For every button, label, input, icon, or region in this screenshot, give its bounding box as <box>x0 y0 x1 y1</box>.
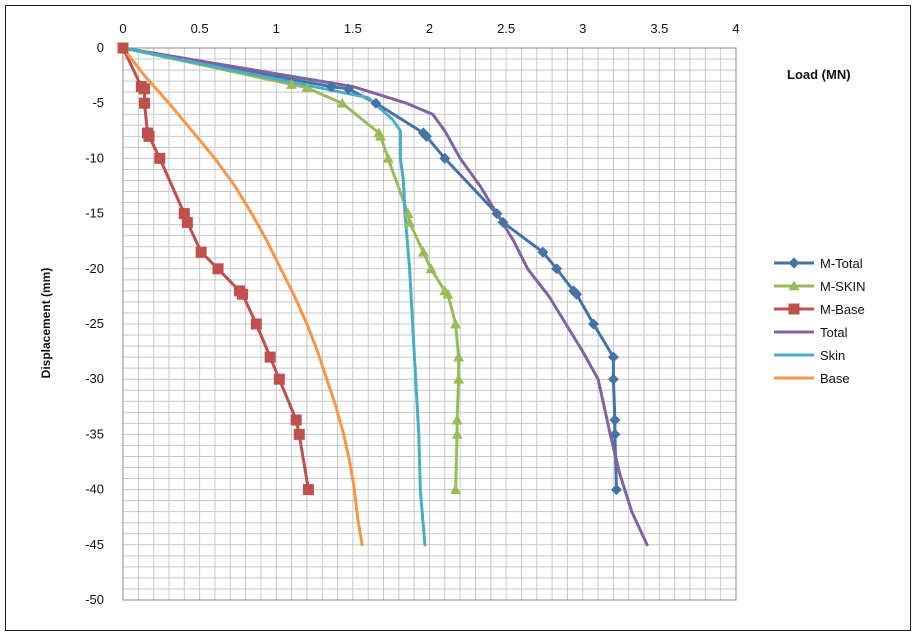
y-axis-title: Displacement (mm) <box>39 268 53 379</box>
m-base-point <box>212 263 224 275</box>
legend-m-total-marker <box>788 257 800 269</box>
x-axis-title: Load (MN) <box>787 67 851 82</box>
y-tick-label: -20 <box>85 261 104 276</box>
legend-skin-label: Skin <box>820 348 845 363</box>
m-base-point <box>154 152 166 164</box>
marker-layer <box>117 42 622 496</box>
m-base-point <box>264 351 276 363</box>
m-skin-point <box>374 130 386 141</box>
y-tick-label: -25 <box>85 316 104 331</box>
x-tick-label: 2 <box>426 21 433 36</box>
m-total-point <box>497 216 509 228</box>
m-base-point <box>293 428 305 440</box>
m-total-point <box>607 351 619 363</box>
legend-m-base-label: M-Base <box>820 302 865 317</box>
m-total-point <box>370 97 382 109</box>
m-skin-point <box>453 351 465 362</box>
m-total-point <box>607 373 619 385</box>
grid-layer <box>122 47 737 601</box>
m-base-point <box>117 42 129 54</box>
m-base-point <box>143 130 155 142</box>
m-base-point <box>181 216 193 228</box>
m-total-point <box>609 428 621 440</box>
skin-line <box>121 46 427 547</box>
m-skin-point <box>402 208 414 218</box>
y-tick-label: -40 <box>85 482 104 497</box>
legend-m-total-label: M-Total <box>820 256 863 271</box>
m-skin-point <box>425 263 437 274</box>
m-base-point <box>138 83 150 95</box>
m-base-point <box>237 288 249 300</box>
tick-layer: 0 0.5 1 1.5 2 2.5 3 3.5 4 0 -5 -10 -15 -20 -25 -30 -35 -4… <box>85 21 739 607</box>
legend-m-skin-label: M-SKIN <box>820 279 866 294</box>
legend: M-Total M-SKIN M-Base Total Skin Base <box>774 256 866 386</box>
m-total-point <box>571 288 583 300</box>
legend-m-base-marker <box>788 303 800 315</box>
m-skin-point <box>450 484 462 494</box>
m-skin-point <box>453 373 465 384</box>
x-tick-label: 0 <box>119 21 126 36</box>
m-skin-point <box>442 288 454 299</box>
y-tick-label: 0 <box>97 40 104 55</box>
m-base-point <box>250 318 262 330</box>
m-skin-point <box>451 428 463 439</box>
m-skin-point <box>417 246 429 257</box>
m-skin-point <box>382 152 394 163</box>
m-base-point <box>290 414 302 426</box>
m-skin-point <box>286 78 298 89</box>
chart-frame <box>5 5 911 631</box>
m-base-point <box>178 208 190 220</box>
m-total-point <box>609 414 621 426</box>
y-tick-label: -50 <box>85 592 104 607</box>
m-total-point <box>342 83 354 95</box>
m-skin-point <box>450 318 462 329</box>
x-tick-label: 0.5 <box>191 21 209 36</box>
m-total-point <box>491 208 503 220</box>
m-skin-point <box>301 82 313 93</box>
m-total-point <box>420 130 432 142</box>
x-tick-label: 4 <box>732 21 739 36</box>
x-tick-label: 3.5 <box>650 21 668 36</box>
m-skin-point <box>336 97 348 108</box>
y-tick-label: -5 <box>92 95 104 110</box>
legend-base-label: Base <box>820 371 850 386</box>
m-total-point <box>551 263 563 275</box>
m-total-point <box>325 81 337 93</box>
y-tick-label: -45 <box>85 537 104 552</box>
m-total-point <box>610 484 622 496</box>
m-base-point <box>195 246 207 258</box>
total-line <box>121 46 649 547</box>
legend-total-label: Total <box>820 325 848 340</box>
m-skin-point <box>404 216 416 227</box>
x-tick-label: 3 <box>579 21 586 36</box>
y-tick-label: -10 <box>85 150 104 165</box>
x-tick-label: 1.5 <box>344 21 362 36</box>
legend-m-skin-marker <box>788 280 800 291</box>
m-base-point <box>273 373 285 385</box>
y-tick-label: -30 <box>85 371 104 386</box>
x-tick-label: 1 <box>273 21 280 36</box>
m-skin-point <box>451 414 463 425</box>
m-total-point <box>439 152 451 164</box>
x-tick-label: 2.5 <box>497 21 515 36</box>
y-tick-label: -15 <box>85 206 104 221</box>
series-layer <box>121 46 649 547</box>
m-total-point <box>537 246 549 258</box>
base-line <box>121 46 364 547</box>
m-base-point <box>138 97 150 109</box>
m-total-point <box>587 318 599 330</box>
plot-border <box>122 47 737 601</box>
y-tick-label: -35 <box>85 426 104 441</box>
m-base-point <box>302 484 314 496</box>
